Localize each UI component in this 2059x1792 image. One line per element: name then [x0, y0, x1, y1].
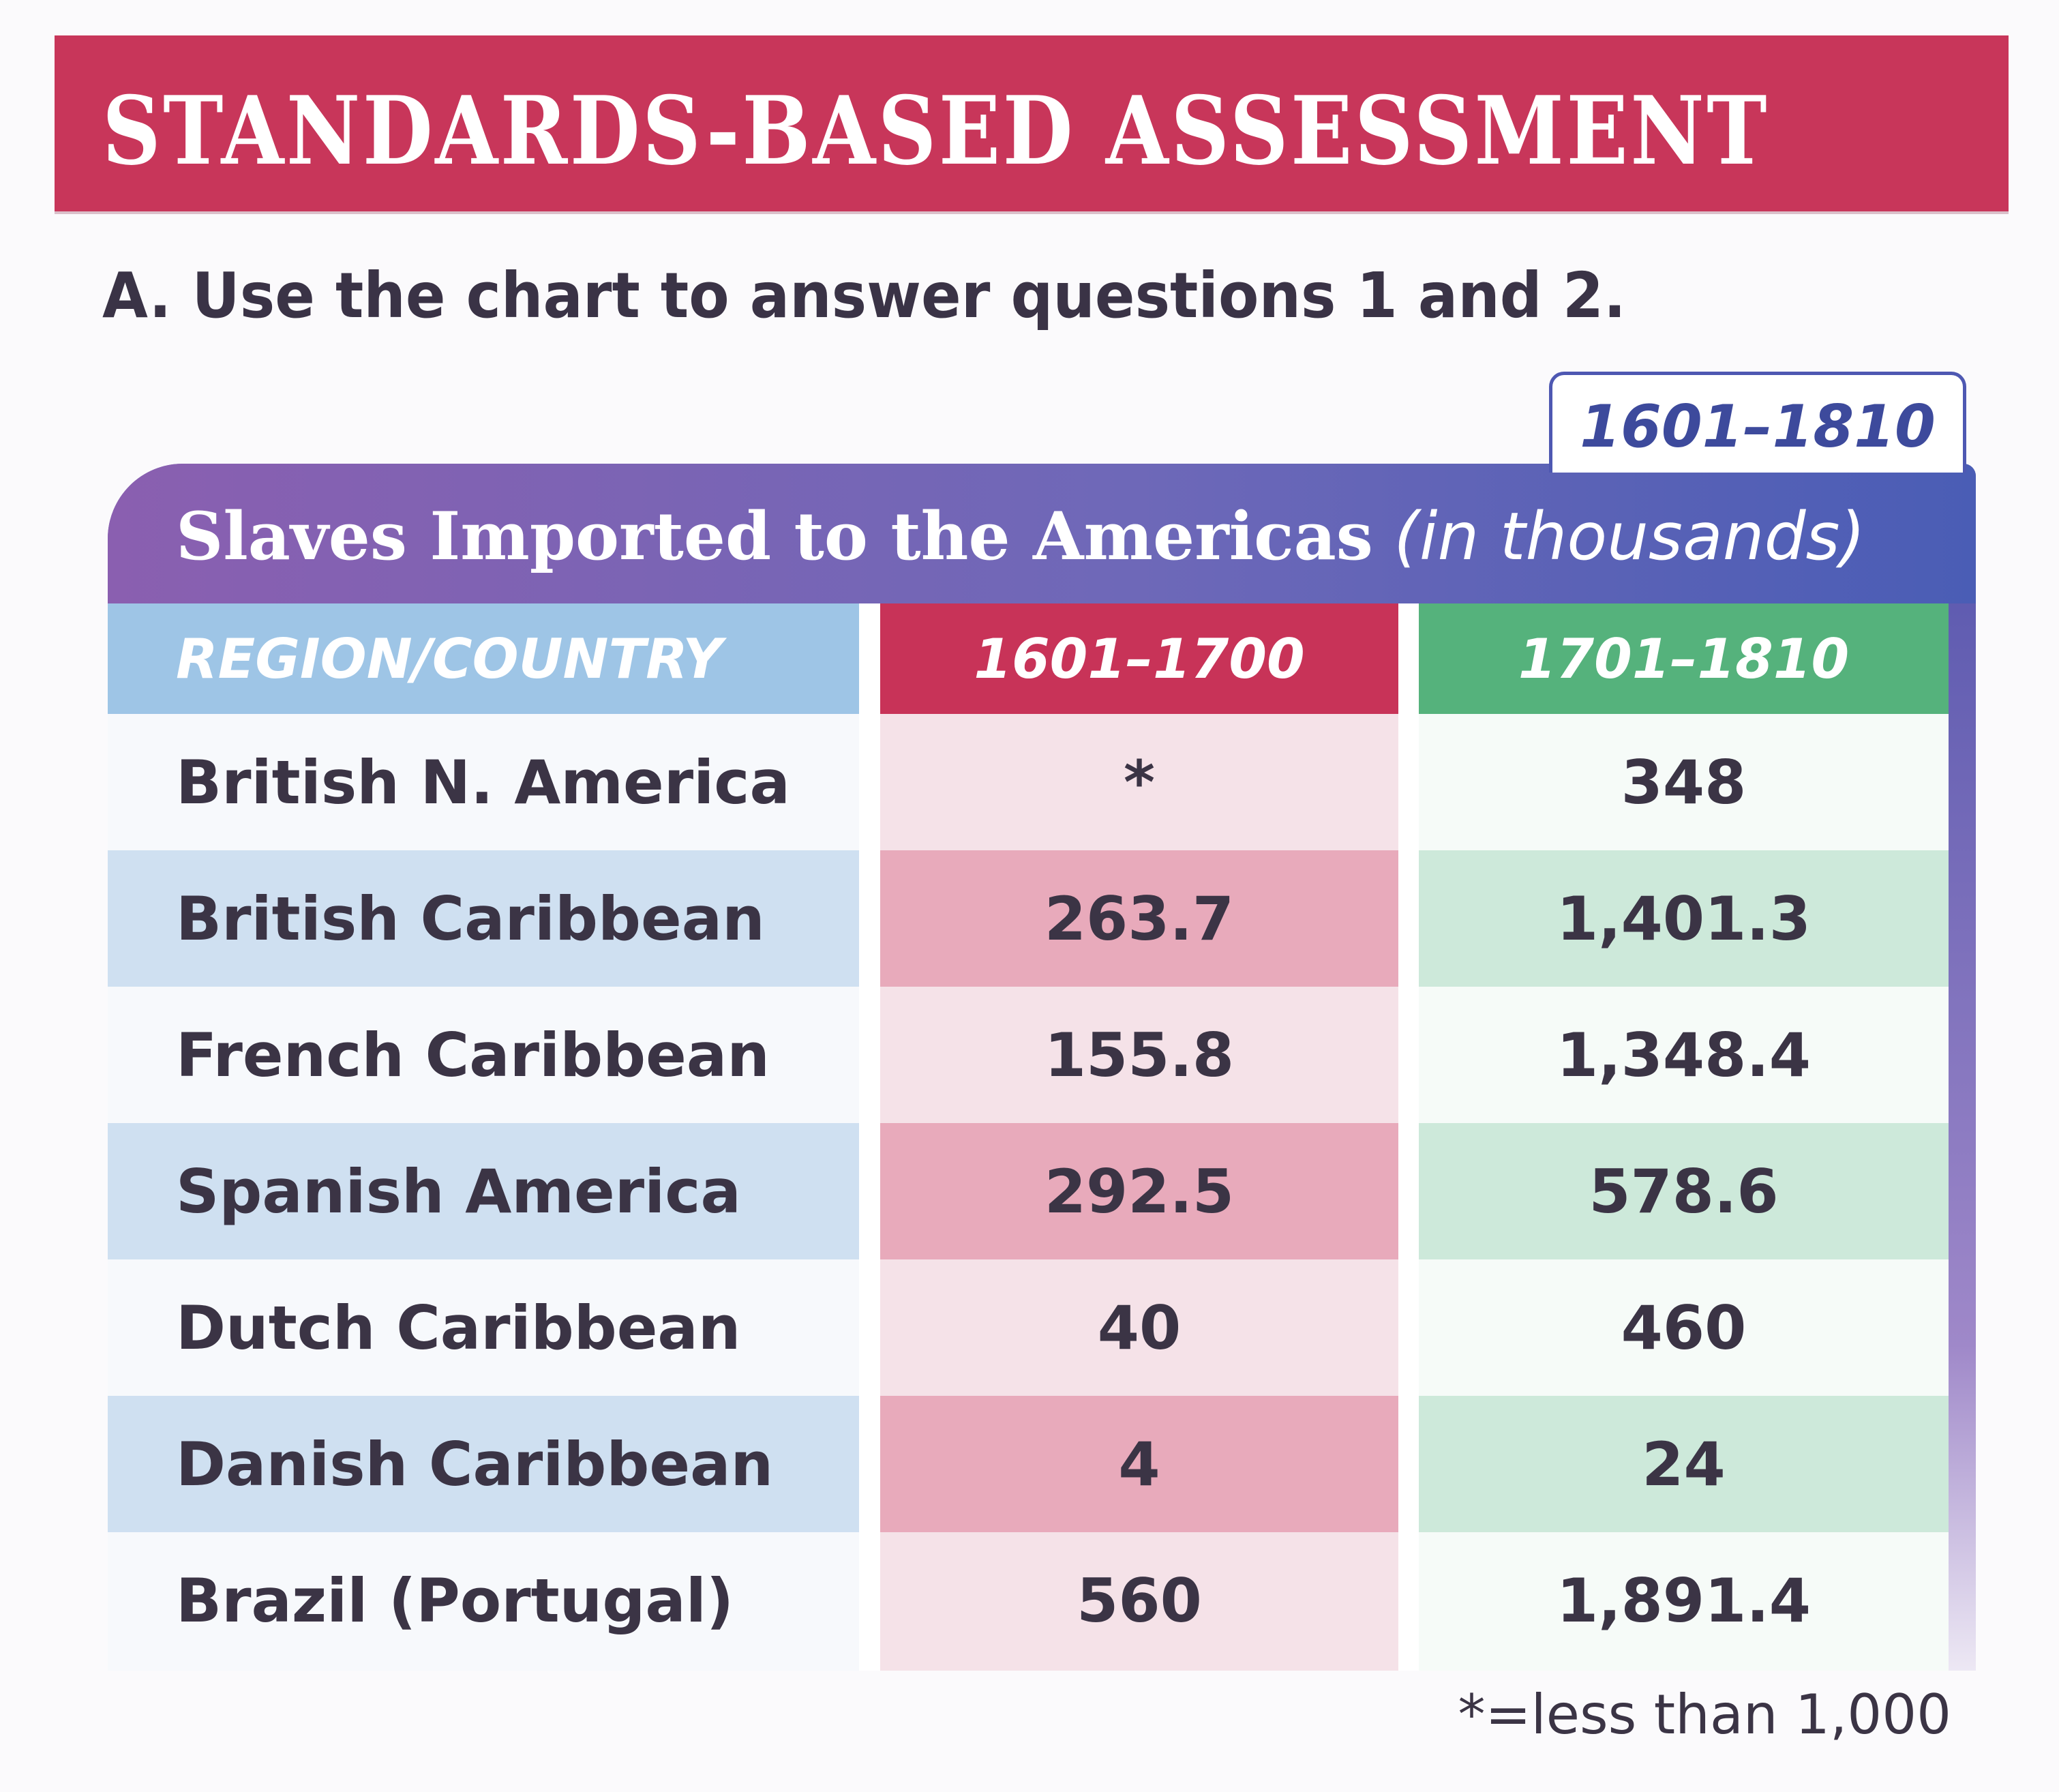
region-cell: Spanish America: [108, 1123, 859, 1259]
period2-cell: 460: [1621, 1292, 1747, 1363]
region-cell: British N. America: [176, 747, 790, 818]
region-cell: French Caribbean: [176, 1019, 770, 1090]
banner-title: STANDARDS-BASED ASSESSMENT: [102, 75, 1769, 186]
header-period1: 1601–1700: [880, 603, 1398, 714]
period1-cell: 560: [1077, 1565, 1202, 1636]
data-table: REGION/COUNTRY 1601–1700 1701–1810 Briti…: [108, 603, 1949, 1671]
chart-title-band: Slaves Imported to the Americas (in thou…: [108, 464, 1976, 603]
period2-cell: 348: [1621, 747, 1747, 818]
period1-cell: 292.5: [880, 1123, 1398, 1259]
instruction-text: A. Use the chart to answer questions 1 a…: [102, 259, 1626, 332]
region-cell: Brazil (Portugal): [176, 1565, 734, 1636]
footnote: *=less than 1,000: [1458, 1683, 1951, 1746]
period2-cell: 1,348.4: [1556, 1019, 1811, 1090]
date-range-tab: 1601–1810: [1549, 372, 1966, 473]
period2-cell: 1,401.3: [1419, 850, 1949, 987]
chart-title-main: Slaves Imported to the Americas: [176, 498, 1373, 575]
period1-cell: 263.7: [880, 850, 1398, 987]
table-row: French Caribbean 155.8 1,348.4: [108, 987, 1949, 1123]
region-cell: Dutch Caribbean: [176, 1292, 741, 1363]
period1-cell: 4: [880, 1396, 1398, 1532]
chart-frame: Slaves Imported to the Americas (in thou…: [108, 464, 1976, 1671]
table-row: Danish Caribbean 4 24: [108, 1396, 1949, 1532]
period2-cell: 24: [1419, 1396, 1949, 1532]
period1-cell: *: [1123, 747, 1156, 818]
table-row: Dutch Caribbean 40 460: [108, 1259, 1949, 1396]
chart-title: Slaves Imported to the Americas (in thou…: [176, 498, 1865, 575]
period2-cell: 578.6: [1419, 1123, 1949, 1259]
header-period2: 1701–1810: [1419, 603, 1949, 714]
region-cell: Danish Caribbean: [108, 1396, 859, 1532]
period2-cell: 1,891.4: [1556, 1565, 1811, 1636]
table-row: Brazil (Portugal) 560 1,891.4: [108, 1532, 1949, 1669]
table-row: British Caribbean 263.7 1,401.3: [108, 850, 1949, 987]
header-region: REGION/COUNTRY: [108, 603, 859, 714]
date-range-label: 1601–1810: [1580, 393, 1936, 461]
period1-cell: 40: [1097, 1292, 1182, 1363]
table-row: Spanish America 292.5 578.6: [108, 1123, 1949, 1259]
table-row: British N. America * 348: [108, 714, 1949, 850]
region-cell: British Caribbean: [108, 850, 859, 987]
chart-title-unit: (in thousands): [1394, 498, 1865, 575]
period1-cell: 155.8: [1044, 1019, 1235, 1090]
assessment-banner: STANDARDS-BASED ASSESSMENT: [55, 35, 2009, 211]
